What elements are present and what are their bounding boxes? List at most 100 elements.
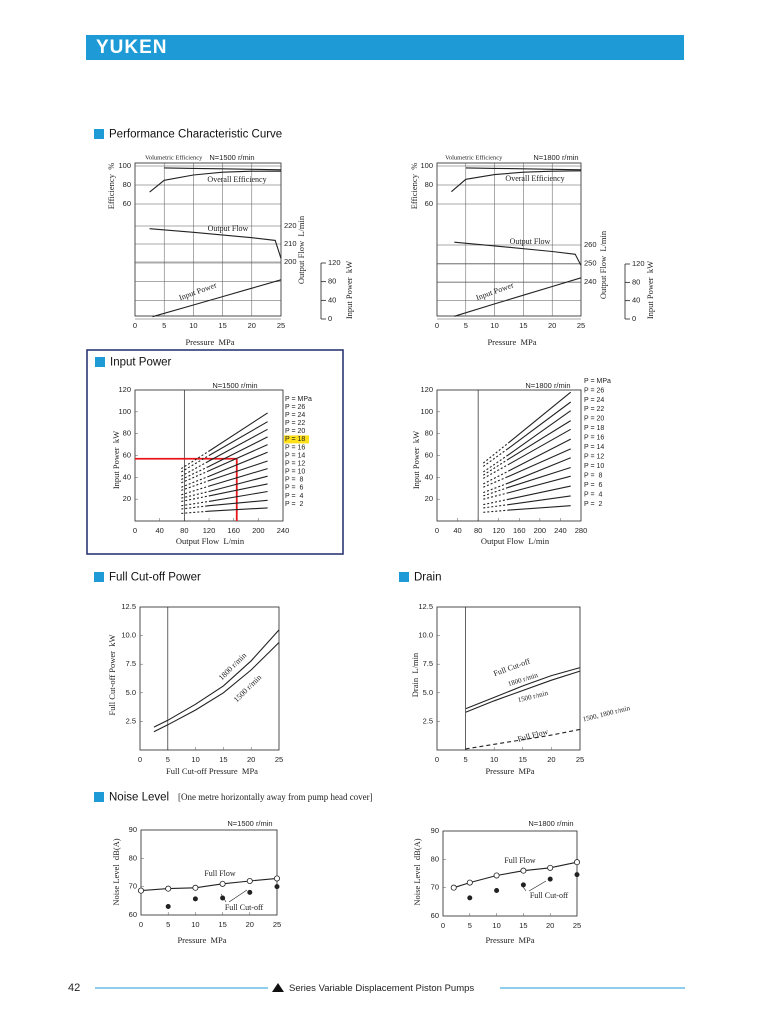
- series-line: [181, 483, 268, 502]
- leader-line: [528, 880, 547, 892]
- x-tick-label: 0: [435, 321, 439, 330]
- x-tick-label: 0: [139, 920, 143, 929]
- section-title: Drain: [414, 572, 441, 584]
- legend-label: P = 26: [584, 387, 604, 394]
- footer-icon: [272, 983, 284, 992]
- x-tick-label: 10: [492, 921, 500, 930]
- y-tick-label: 100: [420, 161, 433, 170]
- legend-label: P = 22: [584, 406, 604, 413]
- x-tick-label: 20: [548, 321, 556, 330]
- plot-frame: [436, 606, 581, 751]
- x-tick-label: 120: [203, 526, 216, 535]
- y3-tick-label: 40: [328, 295, 336, 304]
- x-tick-label: 5: [468, 921, 472, 930]
- y-tick-label: 40: [123, 472, 131, 481]
- y-tick-label: 60: [129, 910, 137, 919]
- series-line: [181, 460, 268, 491]
- series-line: [153, 629, 280, 728]
- series-label: Full Cut-off: [530, 891, 569, 900]
- x-tick-label: 10: [191, 920, 199, 929]
- x-tick-label: 15: [219, 755, 227, 764]
- series-line: [483, 495, 571, 509]
- series-line: [140, 877, 278, 892]
- series-line: [483, 485, 571, 506]
- legend-label: P = 12: [285, 460, 305, 467]
- y-tick-label: 60: [431, 911, 439, 920]
- y-tick-label: 60: [123, 450, 131, 459]
- x-tick-label: 240: [554, 526, 567, 535]
- x-tick-label: 40: [155, 526, 163, 535]
- data-point: [165, 904, 171, 910]
- series-line: [483, 475, 571, 500]
- legend-label: P = 22: [285, 420, 305, 427]
- x-tick-label: 40: [453, 526, 461, 535]
- y3-tick-label: 120: [328, 258, 341, 267]
- y-tick-label: 80: [425, 180, 433, 189]
- data-point: [467, 895, 473, 901]
- series-line: [483, 505, 571, 513]
- section-title: Input Power: [110, 357, 172, 369]
- y-tick-label: 60: [425, 199, 433, 208]
- series-label: Full Flow: [504, 856, 536, 865]
- y-tick-label: 100: [420, 407, 433, 416]
- data-point: [137, 887, 144, 894]
- section-marker: [94, 792, 104, 802]
- data-point: [246, 878, 253, 885]
- x-tick-label: 160: [513, 526, 526, 535]
- y-tick-label: 120: [118, 385, 131, 394]
- x-label: Pressure MPa: [177, 935, 226, 945]
- page-number: 42: [68, 982, 80, 994]
- section-note: [One metre horizontally away from pump h…: [178, 792, 373, 802]
- legend-label: P = 12: [584, 454, 604, 461]
- section-marker: [94, 129, 104, 139]
- x-label: Pressure MPa: [185, 337, 234, 347]
- y3-label: Input Power kW: [344, 261, 354, 319]
- data-point: [450, 884, 457, 891]
- legend-label: P = 24: [584, 397, 604, 404]
- legend-label: P = 2: [285, 501, 303, 508]
- chart-title: N=1500 r/min: [227, 819, 272, 828]
- y-tick-label: 80: [129, 853, 137, 862]
- y-tick-label: 5.0: [126, 688, 136, 697]
- x-tick-label: 10: [189, 321, 197, 330]
- series-line: [483, 448, 571, 488]
- y-tick-label: 100: [118, 407, 131, 416]
- section-marker: [95, 357, 105, 367]
- x-tick-label: 10: [191, 755, 199, 764]
- series-label: Overall Efficiency: [505, 174, 564, 183]
- y-label: Drain L/min: [410, 652, 420, 697]
- y3-label: Input Power kW: [645, 261, 655, 319]
- y2-label: Output Flow L/min: [296, 215, 306, 284]
- series-label: Full Cut-off: [225, 903, 264, 912]
- x-label: Full Cut-off Pressure MPa: [166, 766, 258, 776]
- y2-tick-label: 200: [284, 257, 297, 266]
- x-tick-label: 25: [573, 921, 581, 930]
- y-tick-label: 7.5: [126, 659, 136, 668]
- plot-frame: [140, 829, 278, 916]
- x-label: Output Flow L/min: [176, 536, 245, 546]
- x-label: Pressure MPa: [485, 935, 534, 945]
- series-line: [482, 391, 572, 464]
- x-tick-label: 160: [227, 526, 240, 535]
- series-line: [181, 428, 268, 477]
- y-label: Noise Level dB(A): [111, 838, 121, 905]
- data-point: [220, 895, 226, 901]
- y-tick-label: 100: [118, 161, 131, 170]
- logo: YUKEN: [96, 37, 168, 58]
- y-tick-label: 40: [425, 472, 433, 481]
- series-line: [153, 642, 280, 733]
- section-title: Performance Characteristic Curve: [109, 129, 282, 141]
- y2-tick-label: 240: [584, 277, 597, 286]
- x-tick-label: 5: [166, 755, 170, 764]
- data-point: [574, 872, 580, 878]
- series-line: [451, 170, 582, 193]
- section-marker: [94, 572, 104, 582]
- chart-title: N=1500 r/min: [212, 381, 257, 390]
- chart-title: N=1800 r/min: [528, 819, 573, 828]
- chart-title: N=1800 r/min: [533, 153, 578, 162]
- series-line: [152, 279, 282, 318]
- x-tick-label: 15: [519, 321, 527, 330]
- y-tick-label: 80: [431, 854, 439, 863]
- x-tick-label: 15: [519, 921, 527, 930]
